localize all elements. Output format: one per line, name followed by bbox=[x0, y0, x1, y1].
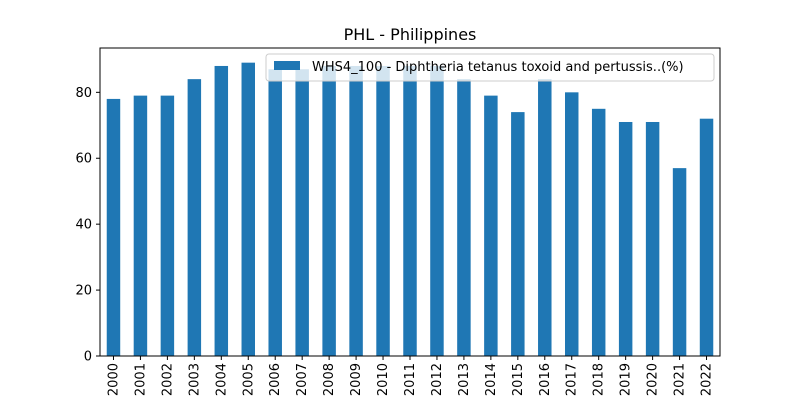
bar-2005 bbox=[241, 62, 255, 357]
bar-2010 bbox=[376, 65, 390, 356]
bar-2004 bbox=[214, 65, 229, 356]
x-tick-label-2004: 2004 bbox=[214, 363, 229, 396]
y-tick-label-20: 20 bbox=[75, 284, 92, 299]
bar-2022 bbox=[699, 118, 714, 357]
y-axis: 0 20 40 60 80 bbox=[75, 86, 100, 365]
x-tick-label-2020: 2020 bbox=[646, 363, 661, 396]
bar-2020 bbox=[645, 121, 660, 356]
x-tick-label-2010: 2010 bbox=[376, 363, 391, 396]
bar-2017 bbox=[565, 92, 579, 356]
bar-2001 bbox=[133, 95, 148, 357]
y-tick-label-40: 40 bbox=[75, 218, 92, 233]
x-tick-label-2012: 2012 bbox=[430, 363, 445, 396]
x-tick-label-2022: 2022 bbox=[700, 363, 715, 396]
x-tick-label-2016: 2016 bbox=[538, 363, 553, 396]
legend-box bbox=[265, 53, 715, 82]
bar-2008 bbox=[322, 65, 336, 356]
x-tick-label-2013: 2013 bbox=[457, 363, 472, 396]
bar-2012 bbox=[430, 65, 444, 356]
bar-2000 bbox=[106, 98, 121, 356]
x-tick-label-2007: 2007 bbox=[295, 363, 310, 396]
x-tick-label-2014: 2014 bbox=[484, 363, 499, 396]
x-tick-label-2005: 2005 bbox=[241, 363, 256, 396]
x-tick-label-2006: 2006 bbox=[268, 363, 283, 396]
legend: WHS4_100 - Diphtheria tetanus toxoid and… bbox=[265, 53, 715, 82]
y-tick-label-60: 60 bbox=[75, 152, 92, 167]
bar-2019 bbox=[618, 121, 633, 356]
x-axis: 2000 2001 2002 2003 2004 2005 2006 2007 2008 2009… bbox=[106, 356, 715, 396]
legend-swatch bbox=[274, 61, 300, 70]
bar-2011 bbox=[403, 65, 417, 356]
bar-2006 bbox=[268, 69, 282, 357]
x-tick-label-2019: 2019 bbox=[619, 363, 634, 396]
x-tick-label-2017: 2017 bbox=[565, 363, 580, 396]
y-tick-label-0: 0 bbox=[84, 350, 92, 365]
bar-2013 bbox=[457, 79, 471, 357]
bar-2007 bbox=[295, 69, 309, 357]
x-tick-label-2001: 2001 bbox=[133, 363, 148, 396]
x-tick-label-2008: 2008 bbox=[322, 363, 337, 396]
bar-2014 bbox=[484, 95, 498, 357]
x-tick-label-2000: 2000 bbox=[106, 363, 121, 396]
plot-border bbox=[99, 47, 721, 357]
bar-2002 bbox=[160, 95, 175, 357]
chart-title: PHL - Philippines bbox=[344, 25, 477, 44]
x-tick-label-2015: 2015 bbox=[511, 363, 526, 396]
x-tick-label-2009: 2009 bbox=[349, 363, 364, 396]
x-tick-label-2021: 2021 bbox=[673, 363, 688, 396]
legend-label: WHS4_100 - Diphtheria tetanus toxoid and… bbox=[312, 60, 684, 75]
x-tick-label-2011: 2011 bbox=[403, 363, 418, 396]
x-tick-label-2002: 2002 bbox=[160, 363, 175, 396]
bar-2018 bbox=[591, 108, 606, 356]
bar-2003 bbox=[187, 79, 202, 357]
bar-2021 bbox=[672, 168, 687, 356]
plot-frame bbox=[99, 47, 721, 357]
x-tick-label-2003: 2003 bbox=[187, 363, 202, 396]
x-tick-label-2018: 2018 bbox=[592, 363, 607, 396]
bar-2016 bbox=[538, 79, 552, 357]
bar-2015 bbox=[511, 112, 525, 357]
y-tick-label-80: 80 bbox=[75, 86, 92, 101]
bar-2009 bbox=[349, 65, 363, 356]
bars-group bbox=[106, 62, 714, 357]
